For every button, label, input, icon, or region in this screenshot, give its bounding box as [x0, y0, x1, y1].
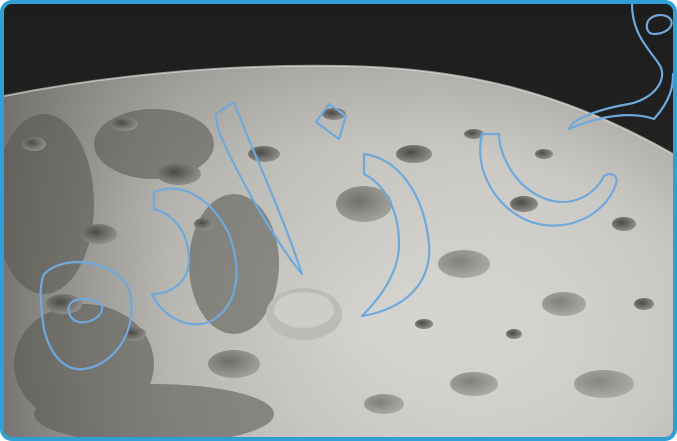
outline-left-inner: [67, 297, 104, 324]
outline-oval-top: [645, 14, 673, 36]
craters: [22, 108, 654, 414]
outline-hook-right: [479, 132, 618, 227]
outline-left-loop: [39, 260, 133, 371]
outline-crescent-left: [150, 187, 238, 326]
outline-spike: [214, 100, 304, 276]
moon-limb-rim: [4, 64, 673, 155]
moon-scene: [4, 4, 673, 437]
drawn-outlines: [39, 4, 673, 371]
outline-swirl-top: [567, 4, 673, 131]
outline-diamond: [314, 102, 348, 141]
outline-crescent-mid: [360, 152, 431, 318]
